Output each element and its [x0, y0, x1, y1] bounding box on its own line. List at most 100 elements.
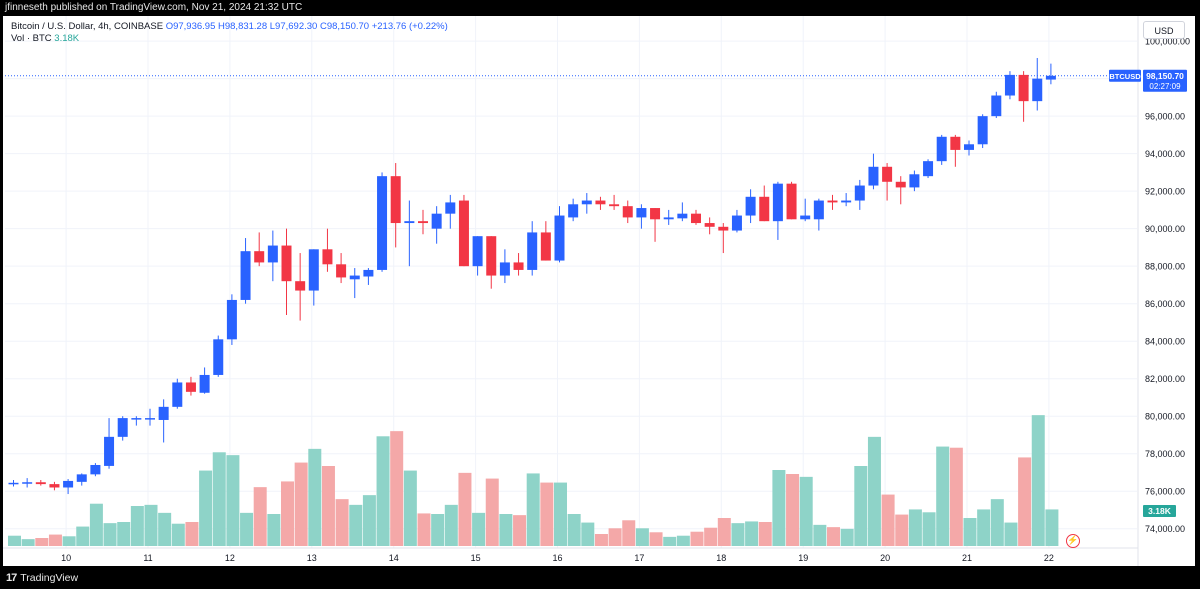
candle-body: [377, 176, 388, 270]
time-tick-label: 15: [471, 553, 481, 563]
candle-body: [731, 215, 742, 231]
change-value: +213.76 (+0.22%): [371, 21, 448, 32]
candle-body: [336, 264, 347, 278]
volume-bar: [786, 474, 800, 546]
candle-body: [35, 482, 46, 485]
candle-body: [527, 232, 538, 270]
last-price-value: 98,150.70: [1146, 71, 1184, 81]
price-chart[interactable]: 100,000.0098,000.0096,000.0094,000.0092,…: [3, 16, 1195, 566]
time-tick-label: 13: [307, 553, 317, 563]
candle-body: [131, 418, 142, 420]
volume-bar: [717, 518, 731, 546]
volume-value: 3.18K: [54, 33, 80, 44]
candle-body: [199, 374, 210, 393]
volume-bar: [758, 522, 772, 546]
ohlc-legend: Bitcoin / U.S. Dollar, 4h, COINBASE O97,…: [11, 21, 448, 33]
candle-body: [445, 202, 456, 214]
candle-body: [322, 249, 333, 265]
time-tick-label: 12: [225, 553, 235, 563]
volume-bar: [308, 448, 322, 546]
price-tick-label: 82,000.00: [1145, 374, 1185, 384]
candle-body: [213, 339, 224, 375]
candle-body: [295, 281, 306, 291]
lightning-icon[interactable]: ⚡: [1066, 534, 1080, 548]
candle-body: [145, 418, 155, 420]
volume-bar: [499, 514, 513, 546]
candle-body: [458, 200, 469, 267]
volume-bar: [840, 528, 854, 546]
candle-body: [718, 226, 729, 231]
volume-bar: [990, 499, 1004, 546]
candle-body: [745, 196, 756, 216]
volume-bar: [663, 536, 677, 546]
candle-body: [8, 482, 19, 485]
volume-bar: [704, 527, 718, 546]
time-tick-label: 14: [389, 553, 399, 563]
candle-body: [404, 221, 415, 224]
candle-body: [786, 183, 797, 220]
candle-body: [991, 95, 1002, 117]
candle-body: [418, 221, 428, 224]
price-tick-label: 94,000.00: [1145, 149, 1185, 159]
volume-bar: [8, 535, 21, 546]
time-tick-label: 16: [552, 553, 562, 563]
volume-bar: [1018, 457, 1032, 546]
time-tick-label: 10: [61, 553, 71, 563]
candle-body: [691, 213, 701, 224]
volume-bar: [922, 512, 936, 546]
volume-bar: [581, 522, 595, 546]
candle-body: [117, 418, 128, 437]
last-price-tag: [1143, 69, 1187, 92]
volume-bar: [281, 481, 294, 546]
candle-body: [104, 436, 115, 466]
chart-panel[interactable]: 100,000.0098,000.0096,000.0094,000.0092,…: [3, 16, 1195, 566]
volume-bar: [867, 436, 881, 546]
price-tick-label: 88,000.00: [1145, 262, 1185, 272]
currency-selector[interactable]: USD: [1143, 21, 1185, 39]
volume-tag: [1143, 505, 1176, 517]
price-tick-label: 84,000.00: [1145, 337, 1185, 347]
time-tick-label: 17: [634, 553, 644, 563]
price-tick-label: 90,000.00: [1145, 224, 1185, 234]
time-tick-label: 11: [143, 553, 152, 563]
volume-bar: [376, 436, 390, 546]
countdown-value: 02:27:09: [1149, 82, 1181, 91]
candle-body: [254, 251, 265, 263]
candles: [8, 58, 1056, 495]
volume-bar: [881, 494, 895, 546]
publish-header: jfinneseth published on TradingView.com,…: [0, 0, 1200, 16]
volume-bar: [253, 487, 267, 546]
volume-bar: [895, 514, 909, 546]
candle-body: [1032, 78, 1043, 102]
candle-body: [936, 136, 947, 162]
publish-info: jfinneseth published on TradingView.com,…: [5, 2, 303, 13]
volume-legend: Vol · BTC 3.18K: [11, 33, 448, 45]
tradingview-logo[interactable]: 17 TradingView: [6, 569, 78, 587]
candle-body: [267, 245, 278, 263]
volume-bar: [827, 527, 840, 546]
volume-bar: [513, 515, 527, 546]
candle-body: [172, 382, 183, 407]
volume-bar: [649, 532, 663, 546]
volume-bar: [185, 522, 199, 546]
price-tick-label: 100,000.00: [1145, 37, 1190, 47]
candle-body: [1004, 74, 1015, 96]
time-axis[interactable]: 10 11 12 13 14 15 16 17 18 19 20 21 22: [61, 553, 1054, 563]
candle-body: [964, 144, 974, 150]
candle-body: [868, 166, 879, 186]
time-tick-label: 19: [798, 553, 808, 563]
volume-bar: [444, 504, 458, 546]
close-value: C98,150.70: [319, 21, 370, 32]
time-tick-label: 22: [1044, 553, 1054, 563]
candle-body: [909, 174, 920, 188]
volume-bar: [526, 473, 540, 546]
volume-bar: [799, 476, 813, 546]
candle-body: [595, 200, 606, 205]
volume-bar: [390, 431, 404, 546]
candle-body: [882, 166, 893, 182]
volume-bar: [977, 509, 991, 546]
price-axis[interactable]: 100,000.0098,000.0096,000.0094,000.0092,…: [1145, 37, 1190, 535]
high-value: H98,831.28: [218, 21, 268, 32]
candle-body: [308, 249, 319, 291]
volume-bar: [690, 531, 704, 546]
